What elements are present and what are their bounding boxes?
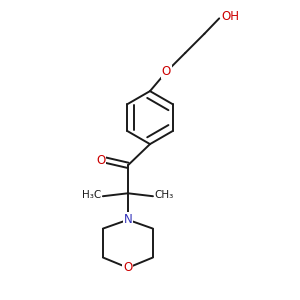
Text: O: O <box>162 65 171 79</box>
Text: N: N <box>124 213 132 226</box>
Text: O: O <box>96 154 105 166</box>
Text: O: O <box>123 261 133 274</box>
Text: CH₃: CH₃ <box>154 190 174 200</box>
Text: H₃C: H₃C <box>82 190 101 200</box>
Text: OH: OH <box>222 11 240 23</box>
